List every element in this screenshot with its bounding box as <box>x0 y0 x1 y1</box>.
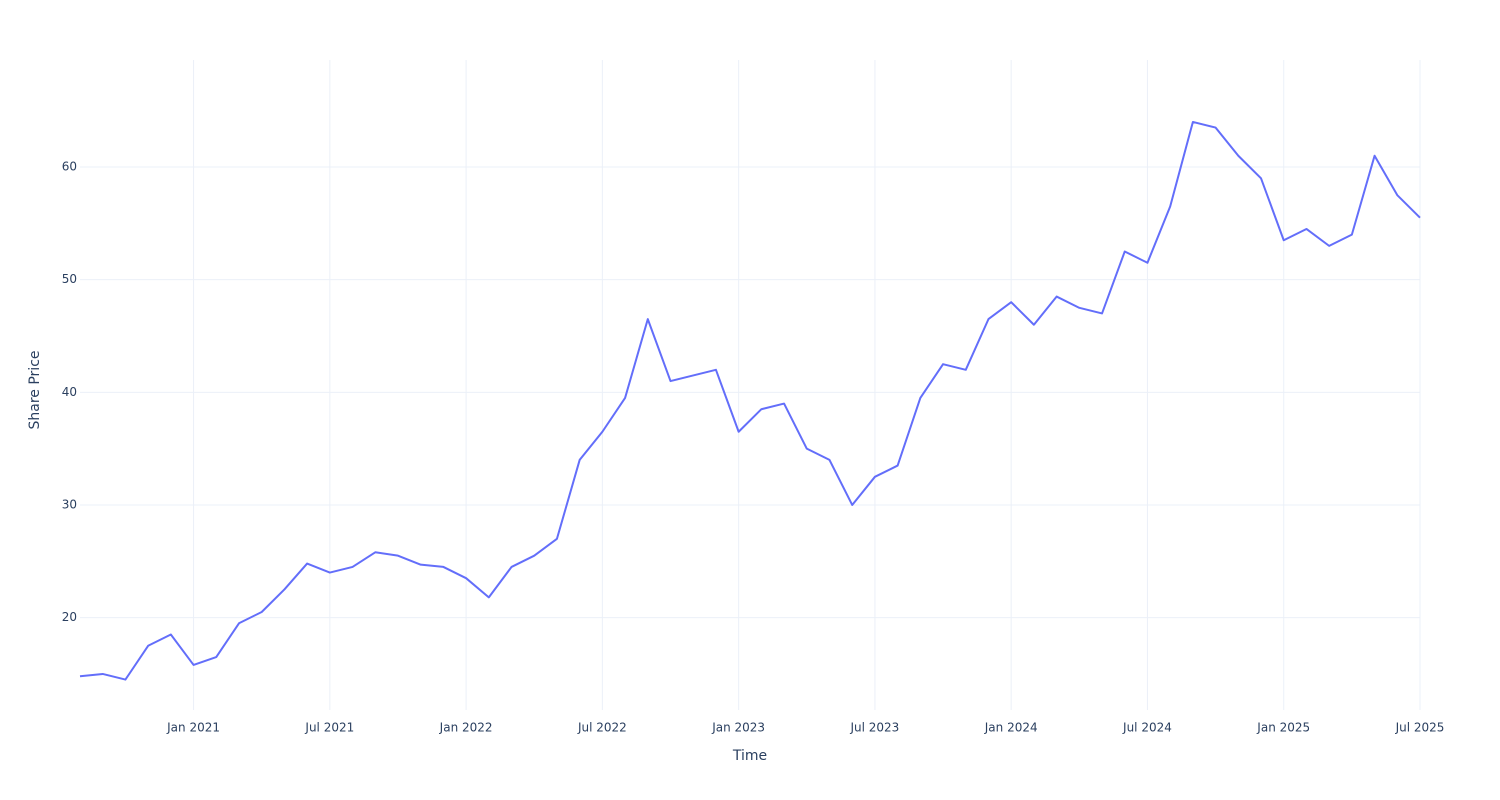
x-axis-title: Time <box>732 748 767 764</box>
x-tick-label: Jan 2022 <box>439 721 493 735</box>
x-tick-label: Jul 2025 <box>1395 721 1445 735</box>
y-tick-label: 50 <box>62 272 77 286</box>
y-tick-label: 60 <box>62 160 77 174</box>
x-tick-label: Jul 2021 <box>304 721 354 735</box>
x-tick-label: Jan 2025 <box>1256 721 1310 735</box>
x-tick-label: Jan 2021 <box>166 721 220 735</box>
y-tick-label: 40 <box>62 385 77 399</box>
x-tick-label: Jul 2024 <box>1122 721 1172 735</box>
line-series <box>79 120 1421 681</box>
y-tick-label: 20 <box>62 610 77 624</box>
x-tick-label: Jul 2023 <box>849 721 899 735</box>
x-tick-label: Jul 2022 <box>577 721 627 735</box>
y-axis-title: Share Price <box>27 350 43 429</box>
x-tick-label: Jan 2023 <box>711 721 765 735</box>
x-tick-label: Jan 2024 <box>984 721 1038 735</box>
y-tick-label: 30 <box>62 497 77 511</box>
